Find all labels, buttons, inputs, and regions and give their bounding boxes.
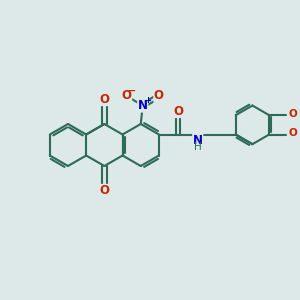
Text: O: O [154, 89, 164, 102]
Text: O: O [288, 128, 297, 139]
Text: O: O [99, 92, 110, 106]
Text: −: − [128, 86, 136, 96]
Text: O: O [173, 104, 183, 118]
Text: O: O [122, 89, 132, 102]
Text: O: O [288, 109, 297, 119]
Text: O: O [99, 184, 110, 197]
Text: +: + [144, 96, 151, 105]
Text: N: N [193, 134, 203, 147]
Text: H: H [194, 142, 202, 152]
Text: N: N [138, 99, 148, 112]
